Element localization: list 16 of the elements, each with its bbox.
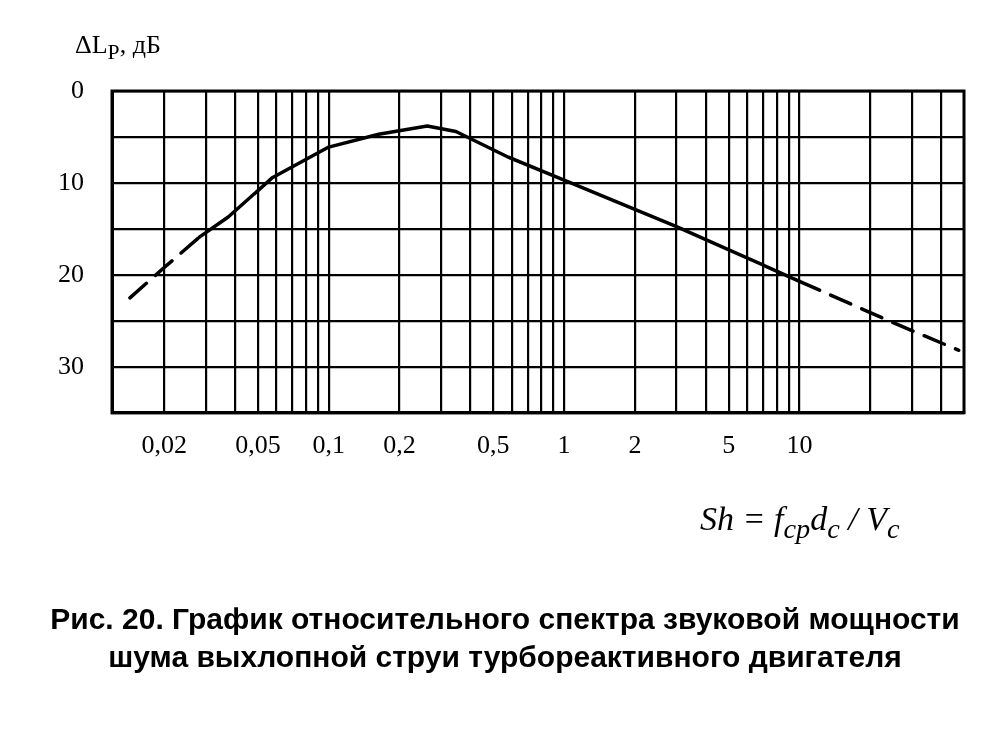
text: Рис. 20. График относительного спектра звуковой мощности шума выхлопной струи турбореактивного двигателя [49,601,961,675]
y-tick-label: 10 [58,166,84,196]
x-tick-label: 1 [557,430,571,460]
x-tick-label: 0,1 [312,430,345,460]
y-tick-label: 20 [58,258,84,288]
y-tick-label: 0 [71,74,84,104]
x-tick-label: 0,02 [141,430,187,460]
x-tick-label: 2 [628,430,642,460]
x-tick-label: 0,05 [235,430,281,460]
x-tick-label: 5 [722,430,736,460]
x-axis-title: Sh = f$_{ср}$d$_{с}$ / V$_{с}$ [700,500,900,545]
x-tick-label: 0,2 [383,430,416,460]
y-tick-label: 30 [58,350,84,380]
x-tick-label: 0,5 [477,430,510,460]
x-tick-label: 10 [786,430,813,460]
y-axis-title: ΔL$_{P}$, дБ [75,30,161,66]
